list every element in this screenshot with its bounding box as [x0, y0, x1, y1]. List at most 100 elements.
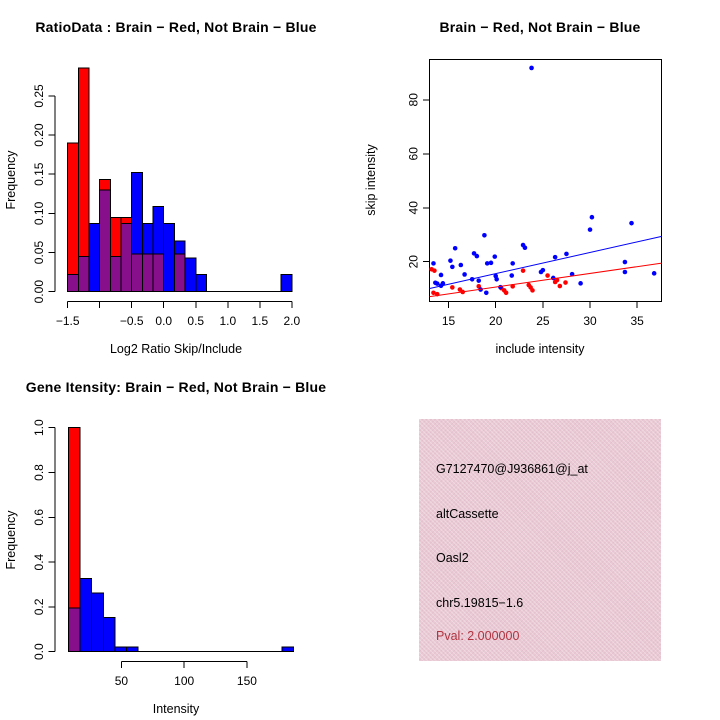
- plot-axes: [48, 427, 248, 669]
- data-point-blue: [522, 245, 528, 251]
- data-point-red: [503, 290, 509, 296]
- data-point-blue: [564, 251, 569, 257]
- gene-name-text: Oasl2: [436, 551, 469, 565]
- hist-bar-blue: [125, 646, 139, 653]
- data-point-blue: [482, 232, 487, 238]
- hist-bar-overlap: [141, 253, 154, 293]
- hist-bar-overlap: [99, 189, 111, 293]
- hist-bar-blue: [184, 257, 197, 293]
- x-tick-label: 35: [631, 314, 645, 328]
- hist-bar-blue: [102, 617, 116, 653]
- x-tick-label: 25: [536, 314, 550, 328]
- hist-bar-blue: [280, 273, 293, 293]
- data-point-red: [545, 273, 550, 278]
- data-point-blue: [483, 290, 489, 296]
- pval-text: Pval: 2.000000: [436, 629, 520, 643]
- plot-box-axes: [423, 58, 663, 309]
- x-tick-label: −1.5: [56, 314, 80, 328]
- gene-hist-ylabel: Frequency: [4, 510, 18, 570]
- data-point-blue: [498, 284, 503, 290]
- data-point-blue: [587, 227, 593, 232]
- data-point-blue: [484, 261, 490, 266]
- plot-box: [429, 58, 663, 303]
- y-tick-label: 80: [407, 93, 421, 107]
- ratio-hist-ylabel: Frequency: [4, 150, 18, 210]
- x-tick-label: 2.0: [283, 314, 300, 328]
- data-point-blue: [529, 65, 534, 71]
- hist-bar-overlap: [67, 607, 81, 653]
- data-point-blue: [651, 271, 657, 276]
- gene-intensity-histogram-panel: 50 100 150 0.0 0.2 0.4 0.6 0.8 1.0: [32, 419, 294, 688]
- hist-bar-blue: [281, 646, 294, 653]
- data-point-blue: [629, 220, 634, 226]
- probe-info-box: G7127470@J936861@j_at altCassette Oasl2 …: [419, 419, 661, 661]
- y-tick-label: 0.05: [32, 241, 46, 265]
- scatter-ylabel: skip intensity: [364, 144, 378, 216]
- x-tick-label: 20: [489, 314, 503, 328]
- y-tick-label: 0.00: [32, 280, 46, 304]
- data-point-blue: [569, 271, 575, 277]
- data-point-red: [557, 283, 563, 289]
- x-tick-label: 0.5: [187, 314, 204, 328]
- data-point-blue: [550, 275, 556, 281]
- histogram-bars: [67, 427, 294, 653]
- regression-line-red: [429, 262, 662, 298]
- data-point-blue: [458, 262, 464, 268]
- scatter-title: Brain − Red, Not Brain − Blue: [439, 19, 641, 35]
- y-tick-label: 0.10: [32, 201, 46, 225]
- x-tick-label: 1.0: [219, 314, 236, 328]
- ratio-hist-title: RatioData : Brain − Red, Not Brain − Blu…: [35, 19, 317, 35]
- data-point-red: [450, 285, 455, 290]
- hist-bar-red: [67, 142, 79, 293]
- y-tick-label: 0.0: [32, 643, 46, 660]
- regression-line-blue: [429, 235, 662, 289]
- data-point-blue: [440, 281, 446, 286]
- x-tick-label: −0.5: [120, 314, 144, 328]
- data-point-blue: [474, 253, 480, 259]
- data-point-blue: [476, 278, 482, 283]
- gene-hist-xlabel: Intensity: [152, 702, 200, 716]
- hist-bar-blue: [79, 578, 93, 653]
- hist-bar-overlap: [77, 255, 90, 293]
- x-tick-label: 0.0: [155, 314, 172, 328]
- data-point-blue: [510, 261, 515, 266]
- y-tick-label: 60: [407, 147, 421, 161]
- x-tick-label: 1.5: [251, 314, 268, 328]
- hist-bar-overlap: [67, 273, 79, 293]
- data-point-blue: [438, 272, 444, 278]
- event-type-text: altCassette: [436, 507, 499, 521]
- data-point-red: [554, 277, 560, 283]
- y-tick-label: 1.0: [32, 419, 46, 436]
- hist-bar-blue: [195, 273, 207, 293]
- x-tick-label: 150: [237, 674, 257, 688]
- y-tick-label: 20: [407, 255, 421, 269]
- data-point-blue: [622, 259, 628, 265]
- data-point-blue: [452, 245, 458, 251]
- data-point-red: [530, 288, 535, 293]
- data-point-blue: [494, 276, 499, 282]
- data-point-red: [432, 268, 437, 273]
- y-tick-label: 0.8: [32, 464, 46, 481]
- ratio-histogram-panel: −1.5 −0.5 0.0 0.5 1.0 1.5 2.0 0.00 0.05 0.10 0.15 0…: [32, 67, 300, 328]
- data-point-red: [431, 290, 436, 296]
- y-tick-label: 0.20: [32, 123, 46, 147]
- gene-hist-title: Gene Itensity: Brain − Red, Not Brain − …: [25, 379, 327, 395]
- data-point-red: [563, 280, 568, 285]
- data-point-blue: [462, 272, 467, 277]
- y-tick-label: 0.15: [32, 162, 46, 186]
- probe-id-text: G7127470@J936861@j_at: [436, 462, 588, 476]
- y-tick-label: 40: [407, 201, 421, 215]
- y-tick-label: 0.6: [32, 509, 46, 526]
- data-point-blue: [488, 260, 494, 266]
- y-tick-label: 0.25: [32, 84, 46, 108]
- locus-text: chr5.19815−1.6: [436, 596, 524, 610]
- y-tick-label: 0.4: [32, 553, 46, 570]
- data-point-blue: [540, 267, 546, 273]
- data-point-blue: [433, 280, 438, 286]
- hist-bar-overlap: [109, 255, 122, 293]
- y-tick-label: 0.2: [32, 598, 46, 615]
- hist-bar-blue: [163, 223, 175, 293]
- data-point-blue: [622, 269, 628, 275]
- data-point-blue: [509, 273, 515, 278]
- plot-axes: [48, 95, 293, 309]
